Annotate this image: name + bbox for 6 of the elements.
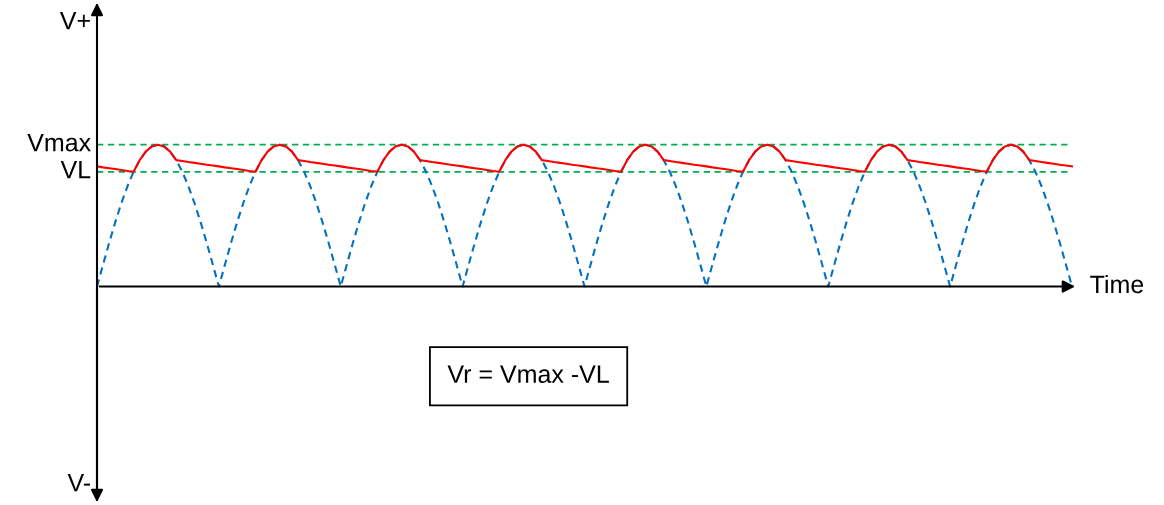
text: V+ [59,11,90,30]
text: Vr = Vmax -VL [447,365,609,383]
text: V- [67,474,90,492]
x-axis-title: Time [1090,274,1144,294]
ref-line-label: Vmax [27,133,91,152]
ref-line-label: VL [60,161,91,179]
